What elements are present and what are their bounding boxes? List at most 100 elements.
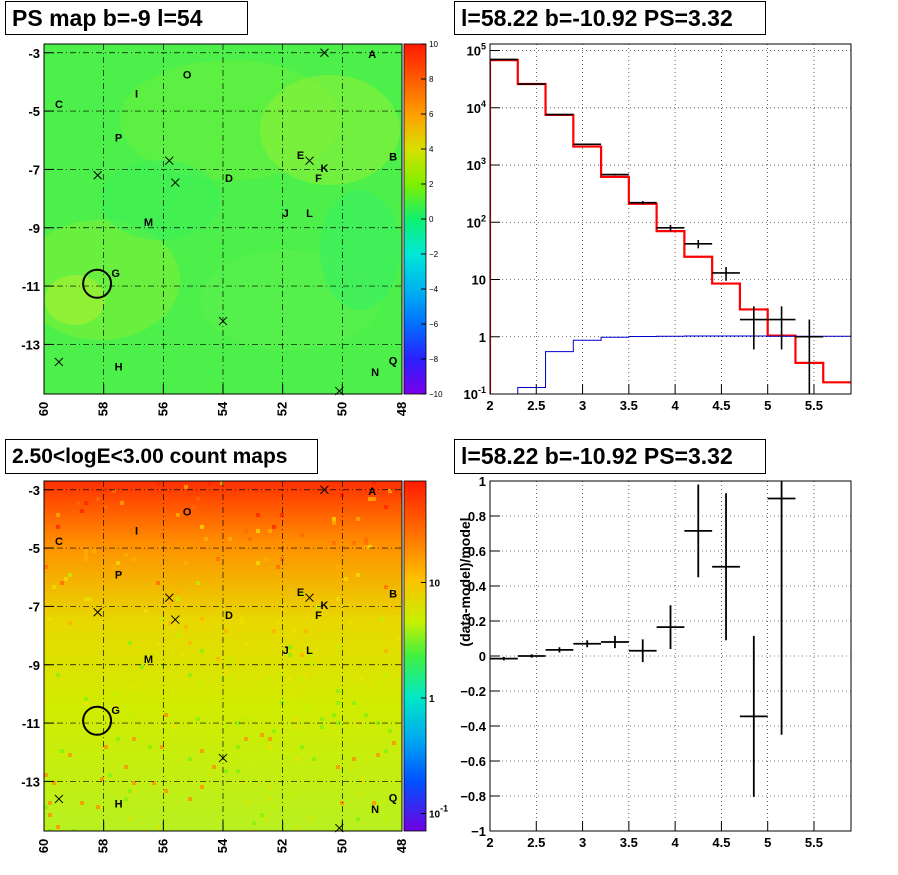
- count-pixel: [360, 777, 364, 781]
- y-tick-label: 103: [467, 156, 486, 173]
- count-pixel: [44, 565, 48, 569]
- x-tick-label: 3: [579, 398, 586, 413]
- count-pixel: [268, 745, 272, 749]
- count-pixel: [120, 501, 124, 505]
- count-pixel: [116, 737, 120, 741]
- count-pixel: [156, 825, 160, 829]
- count-pixel: [208, 481, 212, 485]
- count-pixel: [240, 781, 244, 785]
- count-pixel: [236, 753, 240, 757]
- count-pixel: [360, 677, 364, 681]
- source-marker-icon: [305, 593, 314, 603]
- y-tick-label: −0.6: [460, 754, 486, 769]
- count-pixel: [176, 597, 180, 601]
- data-point: [601, 173, 629, 176]
- count-pixel: [224, 629, 228, 633]
- source-marker-icon: [218, 753, 228, 763]
- count-pixel: [64, 577, 68, 581]
- colorbar-tick-label: 10: [429, 40, 438, 49]
- residual-point: [684, 484, 713, 578]
- count-pixel: [320, 717, 324, 721]
- colorbar-tick-label: −2: [429, 250, 439, 259]
- count-pixel: [336, 701, 340, 705]
- count-pixel: [384, 649, 388, 653]
- count-pixel: [84, 553, 88, 557]
- source-label: L: [306, 208, 313, 220]
- count-pixel: [56, 525, 60, 529]
- count-pixel: [96, 497, 100, 501]
- count-pixel: [124, 765, 128, 769]
- count-pixel: [348, 621, 352, 625]
- count-pixel: [364, 541, 368, 545]
- spectrum-plot-area: [490, 44, 851, 394]
- x-tick-label: 3: [579, 835, 586, 850]
- count-pixel: [44, 773, 48, 777]
- colorbar-tick-label: 1: [429, 694, 435, 705]
- x-tick-label: 50: [334, 839, 349, 853]
- count-pixel: [164, 789, 168, 793]
- count-pixel: [288, 645, 292, 649]
- residual-point: [517, 654, 546, 658]
- y-tick-label: -7: [28, 599, 40, 614]
- count-pixel: [128, 641, 132, 645]
- y-tick-label: 10-1: [464, 385, 486, 402]
- count-pixel: [392, 721, 396, 725]
- residual-point: [767, 481, 796, 735]
- count-map-title: 2.50<logE<3.00 count maps: [5, 439, 318, 474]
- count-pixel: [176, 793, 180, 797]
- residual-point: [739, 635, 768, 797]
- y-tick-label: −0.4: [460, 719, 486, 734]
- count-pixel: [80, 509, 84, 513]
- count-pixel: [372, 497, 376, 501]
- y-tick-label: 1: [479, 330, 486, 345]
- x-tick-label: 2.5: [527, 835, 545, 850]
- count-pixel: [240, 621, 244, 625]
- source-marker-icon: [218, 316, 228, 326]
- count-pixel: [356, 573, 360, 577]
- count-pixel: [132, 789, 136, 793]
- residual-points: [490, 481, 796, 797]
- source-label: G: [111, 705, 120, 717]
- count-pixel: [296, 725, 300, 729]
- marker-stroke: [93, 170, 103, 180]
- count-pixel: [160, 665, 164, 669]
- count-pixel: [276, 673, 280, 677]
- count-pixel: [272, 525, 276, 529]
- count-pixel: [264, 557, 268, 561]
- source-label: Q: [389, 355, 398, 367]
- marker-stroke: [54, 357, 64, 367]
- data-point: [795, 319, 824, 394]
- x-tick-label: 4: [672, 835, 680, 850]
- source-label: D: [225, 173, 233, 185]
- count-pixel: [384, 505, 388, 509]
- count-pixel: [112, 693, 116, 697]
- count-map-panel: A B C D EF G H I J K L M N O P Q 60 58 56 54 52 50 48 -3 -5 -7 -9…: [21, 480, 448, 853]
- count-pixel: [200, 681, 204, 685]
- count-pixel: [268, 765, 272, 769]
- count-pixel: [88, 597, 92, 601]
- count-pixel: [344, 577, 348, 581]
- ps-map-axes: 60 58 56 54 52 50 48 -3 -5 -7 -9 -11 -13: [21, 46, 409, 416]
- count-pixel: [184, 561, 188, 565]
- colorbar-tick-label: −4: [429, 285, 439, 294]
- count-pixel: [44, 697, 48, 701]
- y-tick-label: -13: [21, 774, 40, 789]
- marker-stroke: [54, 794, 64, 804]
- count-pixel: [200, 785, 204, 789]
- count-pixel: [272, 729, 276, 733]
- y-tick-label: -9: [28, 658, 40, 673]
- count-pixel: [384, 749, 388, 753]
- count-pixel: [156, 581, 160, 585]
- y-tick-label: −0.8: [460, 789, 486, 804]
- count-pixel: [216, 557, 220, 561]
- x-tick-label: 5: [764, 398, 771, 413]
- x-tick-label: 2: [486, 835, 493, 850]
- marker-stroke: [218, 753, 228, 763]
- source-label: H: [115, 361, 123, 373]
- count-map-axes: 60 58 56 54 52 50 48 -3 -5 -7 -9 -11 -13: [21, 483, 409, 853]
- ps-map-grid: [44, 44, 402, 394]
- count-pixel: [52, 585, 56, 589]
- colorbar-tick-label: 6: [429, 110, 434, 119]
- count-pixel: [184, 485, 188, 489]
- count-pixel: [68, 621, 72, 625]
